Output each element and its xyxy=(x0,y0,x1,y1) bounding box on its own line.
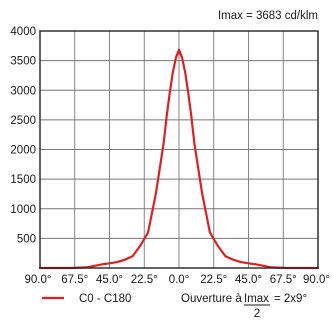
beam-fraction-numerator: Imax xyxy=(244,293,269,305)
x-tick-label: 0.0° xyxy=(169,274,190,286)
series-line-c0-c180 xyxy=(38,48,320,270)
beam-angle-value: = 2x9° xyxy=(274,293,307,305)
y-tick-label: 3000 xyxy=(10,85,36,97)
beam-fraction-denominator: 2 xyxy=(254,308,260,320)
y-tick-label: 2500 xyxy=(10,115,36,127)
x-tick-label: 90.0° xyxy=(303,274,330,286)
x-tick-label: 67.5° xyxy=(61,274,88,286)
grid xyxy=(40,31,318,268)
y-tick-label: 500 xyxy=(17,233,36,245)
plot-frame xyxy=(39,30,319,269)
y-tick-label: 1500 xyxy=(10,174,36,186)
y-tick-label: 1000 xyxy=(10,204,36,216)
x-tick-label: 22.5° xyxy=(131,274,158,286)
x-axis-tick-labels: 90.0° 67.5° 45.0° 22.5° 0.0° 22.5° 45.0° 67.5° 9… xyxy=(25,274,330,286)
imax-annotation: Imax = 3683 cd/klm xyxy=(218,10,318,22)
x-tick-label: 90.0° xyxy=(25,274,52,286)
legend-label-c0-c180: C0 - C180 xyxy=(79,293,131,305)
y-tick-label: 4000 xyxy=(10,26,36,38)
x-tick-label: 22.5° xyxy=(200,274,227,286)
y-tick-label: 2000 xyxy=(10,145,36,157)
y-tick-label: 3500 xyxy=(10,56,36,68)
x-tick-label: 45.0° xyxy=(96,274,123,286)
x-tick-label: 45.0° xyxy=(235,274,262,286)
x-tick-label: 67.5° xyxy=(270,274,297,286)
beam-angle-prefix: Ouverture à xyxy=(181,293,242,305)
y-axis-tick-labels: 500 1000 1500 2000 2500 3000 3500 4000 xyxy=(10,26,36,245)
